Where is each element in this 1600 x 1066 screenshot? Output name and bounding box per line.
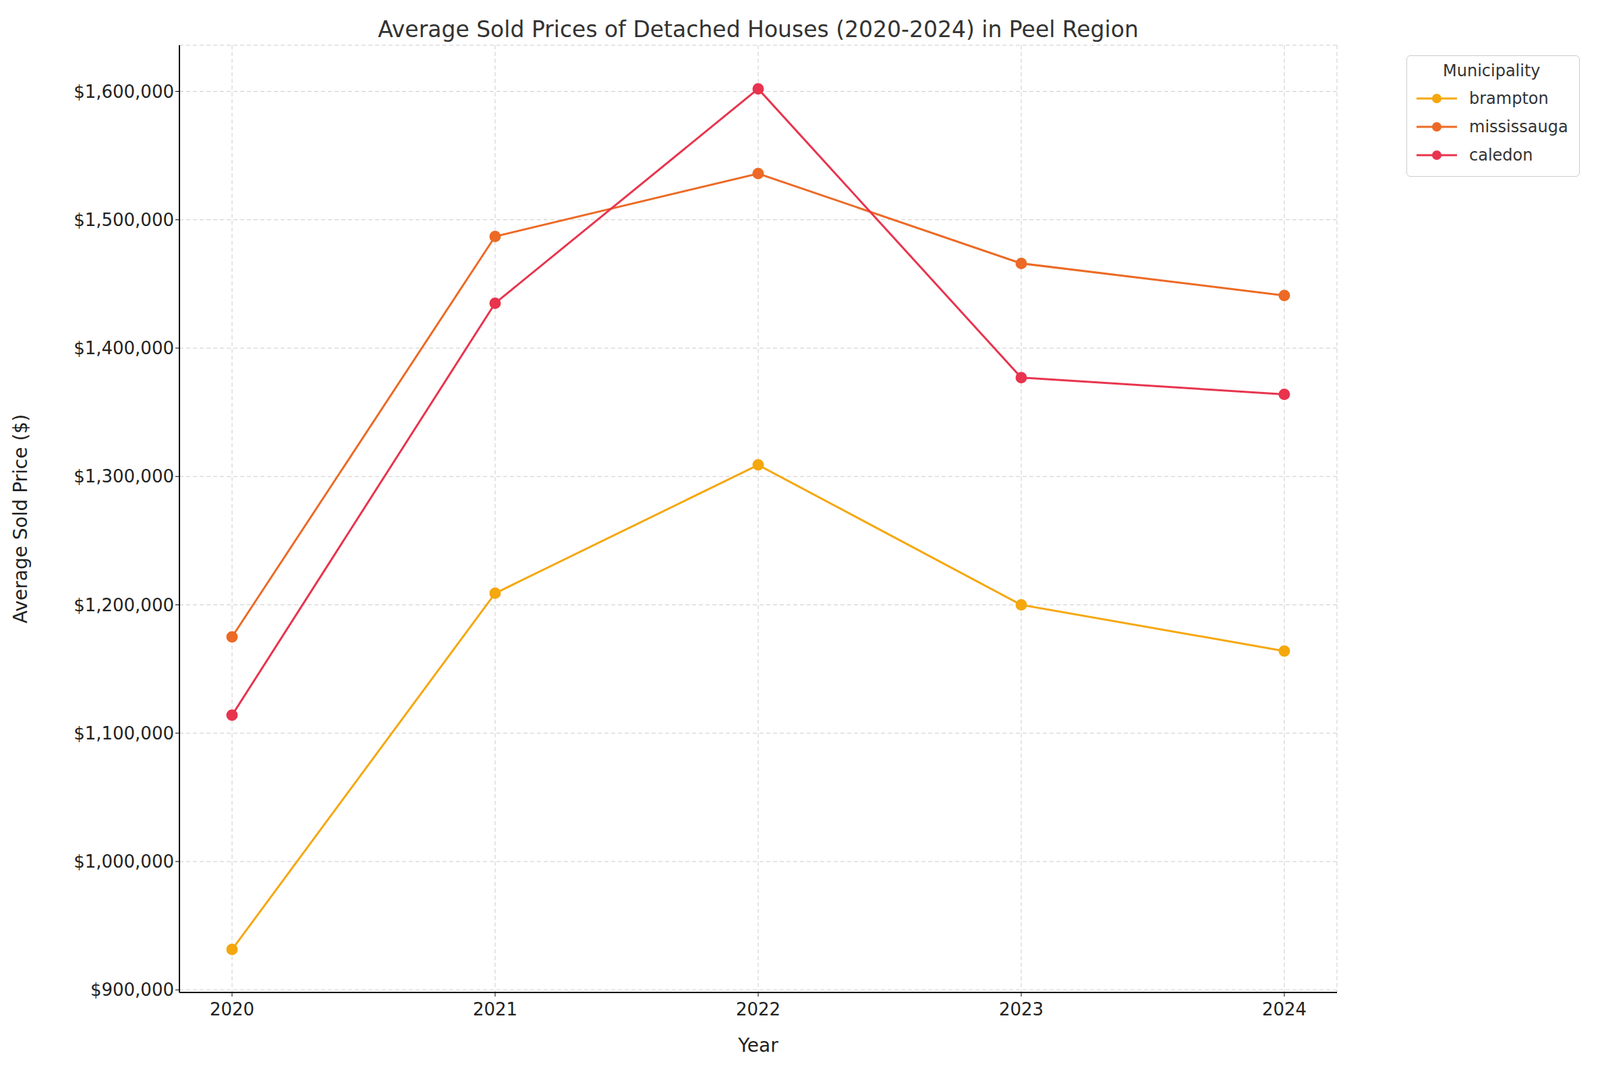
- svg-text:$1,100,000: $1,100,000: [73, 723, 175, 744]
- svg-text:$900,000: $900,000: [90, 979, 175, 1000]
- html-text:brampton: brampton: [1469, 89, 1549, 108]
- svg-text:2022: 2022: [735, 998, 781, 1020]
- html-text:Municipality: Municipality: [1442, 61, 1541, 81]
- svg-text:$1,400,000: $1,400,000: [73, 337, 175, 359]
- svg-text:2024: 2024: [1262, 998, 1307, 1020]
- svg-text:Year: Year: [737, 1034, 779, 1057]
- svg-text:2021: 2021: [472, 998, 518, 1020]
- html-text:caledon: caledon: [1469, 145, 1533, 165]
- svg-text:2023: 2023: [998, 998, 1044, 1020]
- svg-text:$1,000,000: $1,000,000: [73, 851, 175, 872]
- html-text:Average Sold Prices of Detache: Average Sold Prices of Detached Houses (…: [377, 16, 1139, 43]
- svg-text:$1,300,000: $1,300,000: [73, 466, 175, 487]
- svg-text:Average Sold Price ($): Average Sold Price ($): [9, 414, 32, 624]
- svg-text:$1,500,000: $1,500,000: [73, 209, 175, 231]
- svg-text:$1,200,000: $1,200,000: [73, 594, 175, 616]
- svg-text:2020: 2020: [209, 998, 255, 1020]
- html-text:mississauga: mississauga: [1469, 117, 1569, 137]
- svg-text:$1,600,000: $1,600,000: [73, 81, 175, 102]
